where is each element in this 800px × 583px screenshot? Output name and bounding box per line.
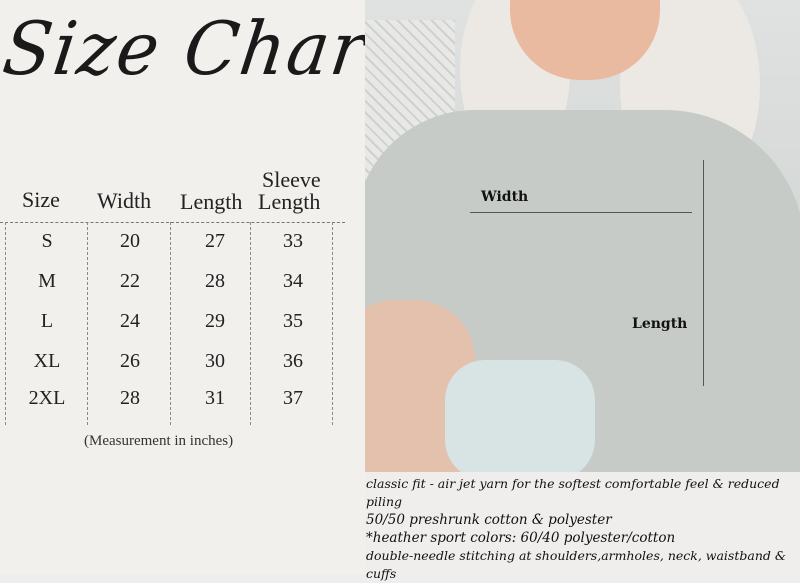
description-line: *heather sport colors: 60/40 polyester/c… [366,530,676,546]
table-cell: 2XL [28,387,66,409]
header-divider [0,222,345,223]
description-line: double-needle stitching at shoulders,arm… [366,548,786,581]
table-cell: S [41,230,53,252]
table-cell: XL [33,350,61,372]
table-cell: 29 [205,310,225,332]
table-cell: 24 [120,310,140,332]
header-size: Size [22,187,60,212]
header-length: Length [180,189,243,214]
table-cell: M [38,270,56,292]
column-divider [332,222,333,425]
length-arrow [703,160,704,386]
table-cell: 28 [205,270,225,292]
size-chart-title: Size Chart [0,5,403,93]
table-cell: 37 [283,387,303,409]
table-cell: 34 [283,270,303,292]
model-photo [365,0,800,472]
table-cell: 27 [205,230,225,252]
table-cell: 30 [205,350,225,372]
column-divider [87,222,88,425]
width-arrow [470,212,692,213]
description-line: classic fit - air jet yarn for the softe… [366,476,780,509]
table-cell: 22 [120,270,140,292]
table-cell: L [40,310,54,332]
table-cell: 31 [205,387,225,409]
measurement-caption: (Measurement in inches) [84,433,234,449]
product-description: classic fit - air jet yarn for the softe… [366,475,800,583]
length-label: Length [632,316,688,332]
size-chart-panel: Size Chart Size Width Length Sleeve Leng… [0,0,403,574]
header-sleeve: Sleeve [262,167,321,192]
column-divider [5,222,6,425]
header-width: Width [97,188,152,213]
table-cell: 35 [283,310,303,332]
column-divider [250,222,251,425]
jeans [445,360,595,472]
table-cell: 20 [120,230,140,252]
width-label: Width [481,189,529,205]
table-cell: 36 [283,350,303,372]
table-cell: 28 [120,387,140,409]
description-line: 50/50 preshrunk cotton & polyester [366,512,612,528]
column-divider [170,222,171,425]
table-cell: 33 [283,230,303,252]
header-sleeve-length: Length [258,189,321,214]
table-cell: 26 [120,350,140,372]
